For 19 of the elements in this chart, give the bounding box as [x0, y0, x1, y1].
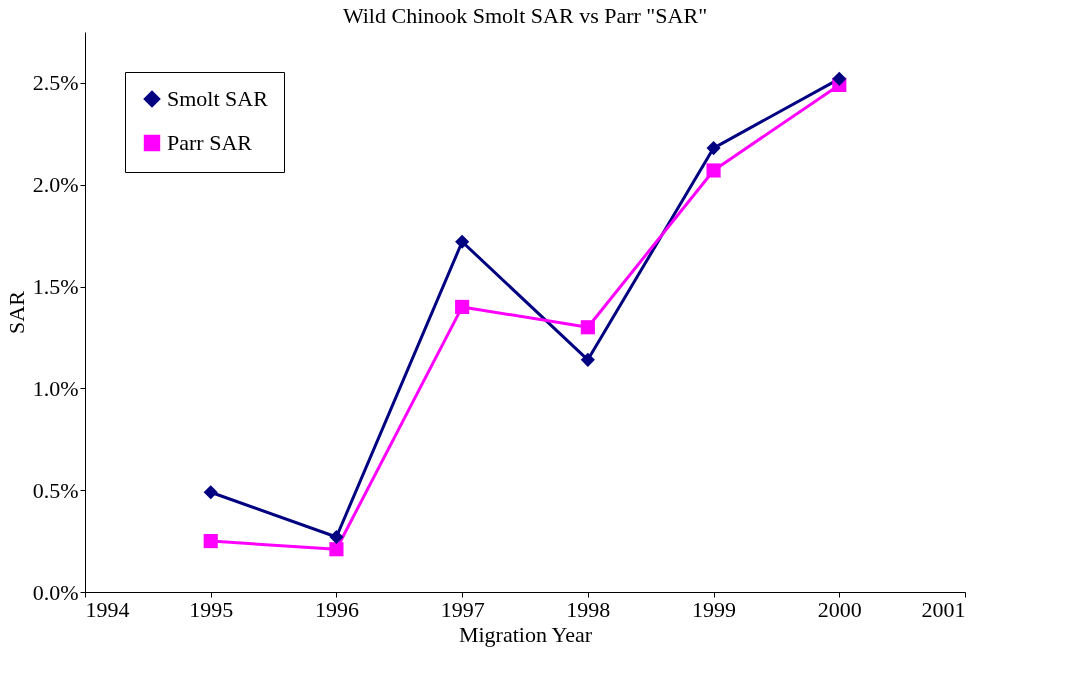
legend-label: Smolt SAR — [167, 86, 269, 111]
y-tick-label: 2.5% — [32, 70, 79, 96]
x-tick-label: 2001 — [921, 596, 966, 622]
chart-title: Wild Chinook Smolt SAR vs Parr "SAR" — [342, 3, 708, 28]
y-tick-label: 1.5% — [32, 274, 79, 300]
x-tick-label: 1998 — [566, 596, 611, 622]
x-tick-label: 1997 — [440, 596, 485, 622]
y-axis-title: SAR — [3, 290, 29, 334]
x-tick-label: 1995 — [189, 596, 234, 622]
legend-label: Parr SAR — [167, 130, 253, 155]
y-tick-label: 1.0% — [32, 375, 79, 401]
x-axis-title: Migration Year — [458, 621, 593, 647]
x-tick-label: 1999 — [692, 596, 737, 622]
y-tick-label: 2.0% — [32, 172, 79, 198]
x-tick-label: 1996 — [314, 596, 359, 622]
x-tick-label: 1994 — [85, 596, 130, 622]
x-tick-label: 2000 — [817, 596, 862, 622]
y-tick-label: 0.0% — [32, 579, 79, 605]
y-tick-label: 0.5% — [32, 477, 79, 503]
